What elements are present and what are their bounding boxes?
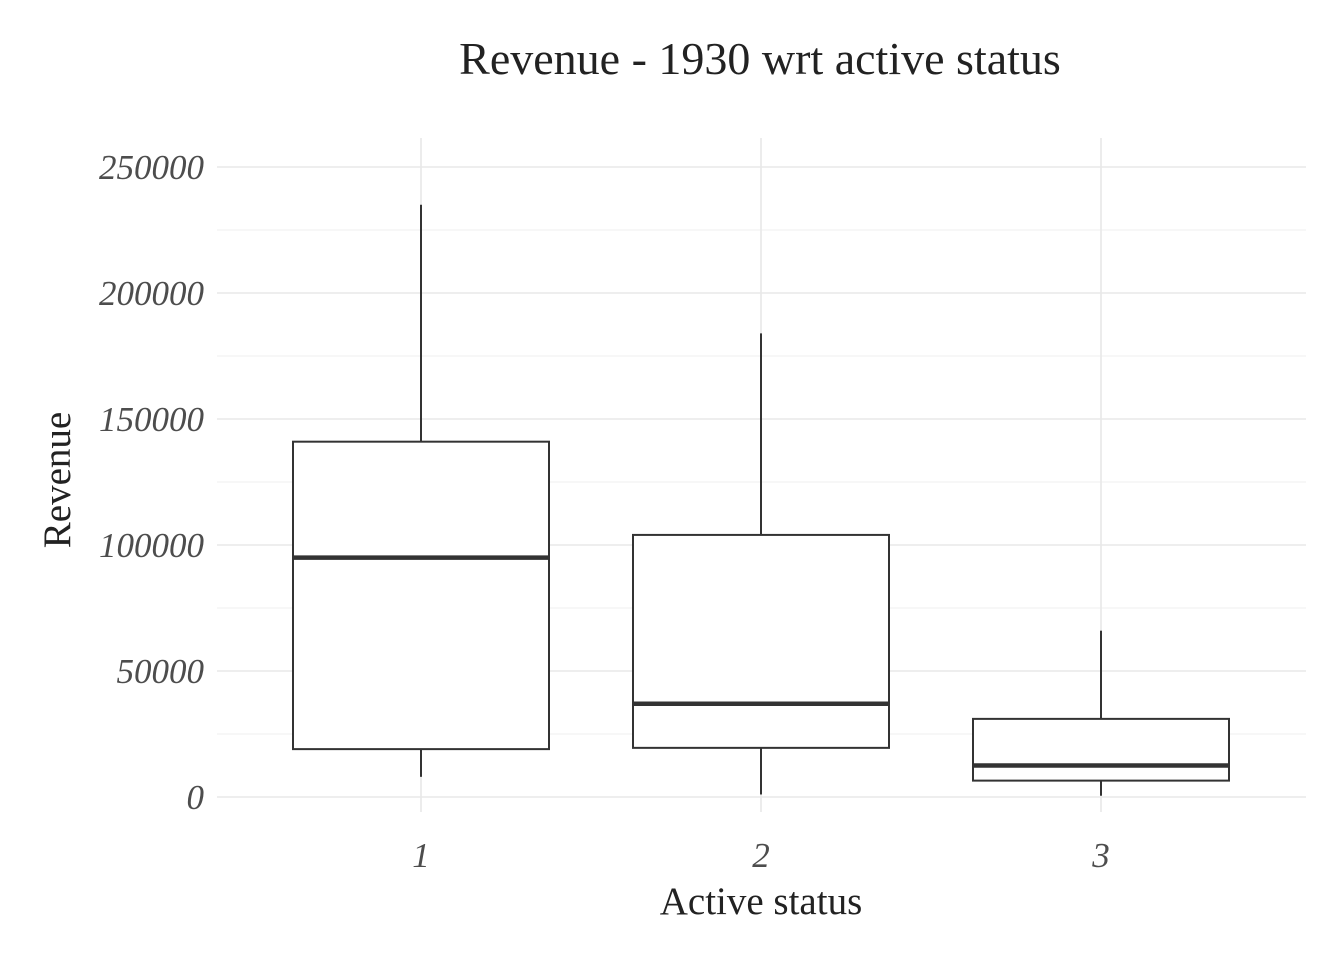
box-group-2: [632, 333, 890, 795]
boxes: [292, 204, 1230, 796]
y-axis-title: Revenue: [36, 412, 79, 548]
iqr-box: [292, 440, 550, 751]
iqr-box: [632, 533, 890, 749]
y-tick-label: 0: [187, 778, 205, 817]
x-axis-title: Active status: [660, 880, 863, 923]
x-tick-label: 3: [1091, 836, 1110, 875]
x-tick-label: 2: [752, 836, 770, 875]
x-axis-ticks: 1 2 3: [412, 836, 1110, 875]
x-tick-label: 1: [412, 836, 430, 875]
y-axis-ticks: 0 50000 100000 150000 200000 250000: [99, 148, 205, 817]
chart-title: Revenue - 1930 wrt active status: [459, 33, 1061, 84]
box-group-3: [972, 630, 1230, 796]
y-tick-label: 50000: [117, 652, 205, 691]
box-group-1: [292, 204, 550, 777]
y-tick-label: 200000: [99, 274, 205, 313]
iqr-box: [972, 717, 1230, 782]
y-tick-label: 150000: [99, 400, 205, 439]
y-tick-label: 250000: [99, 148, 205, 187]
y-tick-label: 100000: [99, 526, 205, 565]
